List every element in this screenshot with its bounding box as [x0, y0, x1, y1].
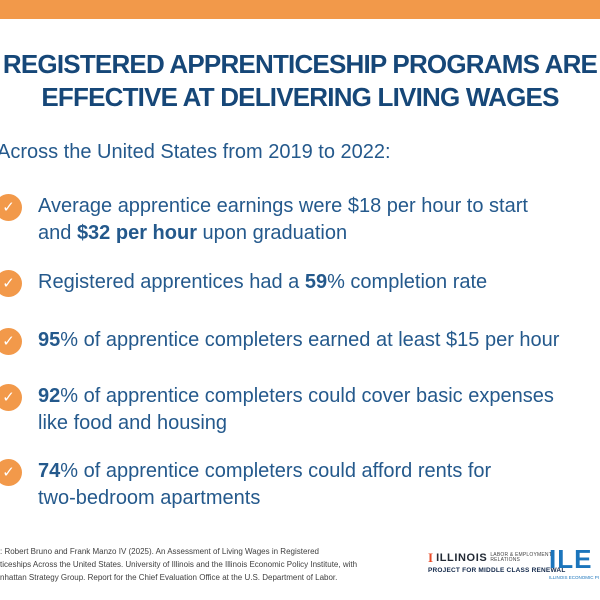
bullet-item-rent-affordability: ✓ 74% of apprentice completers could aff… [0, 458, 491, 512]
citation-line: : Robert Bruno and Frank Manzo IV (2025)… [0, 547, 319, 556]
check-circle-icon: ✓ [0, 194, 22, 221]
source-citation: : Robert Bruno and Frank Manzo IV (2025)… [0, 545, 357, 584]
check-circle-icon: ✓ [0, 384, 22, 411]
bullet-item-completion-rate: ✓ Registered apprentices had a 59% compl… [0, 269, 487, 297]
bullet-text: 92% of apprentice completers could cover… [38, 383, 554, 437]
ilepi-wordmark: ILE [549, 544, 593, 574]
check-circle-icon: ✓ [0, 328, 22, 355]
bullet-text: Registered apprentices had a 59% complet… [38, 269, 487, 296]
bullet-text-line: Average apprentice earnings were $18 per… [38, 195, 528, 217]
illinois-logo-row: I ILLINOIS LABOR & EMPLOYMENT RELATIONS [428, 551, 566, 564]
bullet-text-line: 92% of apprentice completers could cover… [38, 385, 554, 407]
checkmark-glyph: ✓ [2, 463, 15, 481]
intro-text: Across the United States from 2019 to 20… [0, 141, 391, 163]
ilepi-logo: ILE ILLINOIS ECONOMIC POLICY [549, 545, 599, 580]
checkmark-glyph: ✓ [2, 198, 15, 216]
bullet-text-line: two-bedroom apartments [38, 487, 261, 509]
bullet-text-line: and $32 per hour upon graduation [38, 222, 348, 244]
bullet-text-line: 74% of apprentice completers could affor… [38, 460, 492, 482]
labor-employment-relations-label: LABOR & EMPLOYMENT RELATIONS [490, 551, 552, 563]
bullet-item-earnings: ✓ Average apprentice earnings were $18 p… [0, 193, 528, 247]
bullet-item-basic-expenses: ✓ 92% of apprentice completers could cov… [0, 383, 554, 437]
page-title-line-2: EFFECTIVE AT DELIVERING LIVING WAGES [41, 82, 559, 112]
citation-line: ticeships Across the United States. Univ… [0, 560, 358, 569]
ilepi-tagline: ILLINOIS ECONOMIC POLICY [549, 575, 599, 580]
checkmark-glyph: ✓ [2, 388, 15, 406]
bullet-text-line: like food and housing [38, 412, 228, 434]
check-circle-icon: ✓ [0, 270, 22, 297]
illinois-pmcr-logo: I ILLINOIS LABOR & EMPLOYMENT RELATIONS … [428, 551, 566, 574]
citation-line: nhattan Strategy Group. Report for the C… [0, 573, 338, 582]
bullet-item-wage-floor: ✓ 95% of apprentice completers earned at… [0, 327, 559, 355]
page-title-line-1: REGISTERED APPRENTICESHIP PROGRAMS ARE [2, 49, 598, 79]
bullet-text-line: Registered apprentices had a 59% complet… [38, 271, 488, 293]
bullet-text: 95% of apprentice completers earned at l… [38, 327, 559, 354]
project-middle-class-renewal-label: PROJECT FOR MIDDLE CLASS RENEWAL [428, 567, 566, 574]
check-circle-icon: ✓ [0, 459, 22, 486]
block-i-icon: I [428, 550, 434, 565]
top-accent-bar [0, 0, 600, 19]
bullet-text: Average apprentice earnings were $18 per… [38, 193, 528, 247]
illinois-wordmark: ILLINOIS [436, 551, 488, 564]
checkmark-glyph: ✓ [2, 274, 15, 292]
bullet-text: 74% of apprentice completers could affor… [38, 458, 491, 512]
bullet-text-line: 95% of apprentice completers earned at l… [38, 329, 560, 351]
checkmark-glyph: ✓ [2, 332, 15, 350]
